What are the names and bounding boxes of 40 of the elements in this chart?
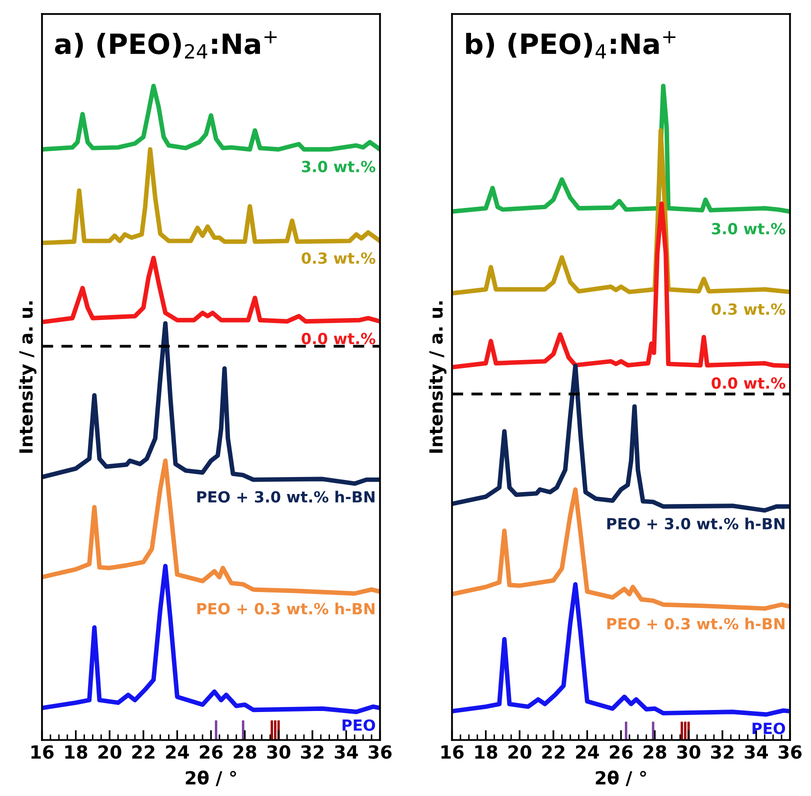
x-tick-label: 24 bbox=[576, 745, 599, 759]
x-tick-label: 34 bbox=[744, 745, 768, 759]
y-axis-title: Intensity / a. u. bbox=[18, 301, 36, 453]
chart-title: a) (PEO)$_{24}$:Na$^{+}$ bbox=[55, 31, 277, 58]
x-tick-label: 24 bbox=[166, 745, 189, 759]
series-label: PEO + 0.3 wt.% h-BN bbox=[197, 602, 374, 614]
x-tick-label: 22 bbox=[542, 745, 564, 759]
y-axis-title: Intensity / a. u. bbox=[428, 301, 446, 453]
x-tick-label: 36 bbox=[368, 745, 392, 759]
x-tick-label: 18 bbox=[65, 745, 88, 759]
x-axis-title: 2θ / ° bbox=[186, 770, 236, 786]
series-label: 0.3 wt.% bbox=[302, 252, 376, 264]
x-tick-label: 30 bbox=[677, 745, 700, 759]
chart-title: b) (PEO)$_{4}$:Na$^{+}$ bbox=[466, 31, 676, 58]
x-tick-label: 16 bbox=[441, 745, 464, 759]
x-tick-label: 28 bbox=[234, 745, 256, 759]
x-tick-label: 22 bbox=[132, 745, 154, 759]
series-label: PEO bbox=[752, 722, 786, 734]
x-tick-label: 20 bbox=[508, 745, 532, 759]
x-axis-title: 2θ / ° bbox=[596, 770, 646, 786]
series-label: 3.0 wt.% bbox=[712, 222, 786, 234]
series-label: PEO + 3.0 wt.% h-BN bbox=[197, 490, 374, 503]
series-label: 0.0 wt.% bbox=[302, 332, 376, 344]
x-tick-label: 26 bbox=[200, 745, 223, 759]
x-tick-label: 32 bbox=[711, 745, 734, 759]
series-label: 0.0 wt.% bbox=[712, 377, 786, 389]
series-label: 0.3 wt.% bbox=[712, 303, 786, 315]
x-tick-label: 18 bbox=[475, 745, 498, 759]
series-label: PEO + 0.3 wt.% h-BN bbox=[607, 618, 784, 630]
x-tick-label: 16 bbox=[31, 745, 54, 759]
x-tick-label: 30 bbox=[267, 745, 290, 759]
series-label: PEO bbox=[342, 719, 376, 731]
x-tick-label: 26 bbox=[610, 745, 633, 759]
x-tick-label: 20 bbox=[98, 745, 122, 759]
series-label: 3.0 wt.% bbox=[302, 160, 376, 172]
x-tick-label: 34 bbox=[334, 745, 358, 759]
x-tick-label: 32 bbox=[301, 745, 324, 759]
x-tick-label: 28 bbox=[644, 745, 666, 759]
series-label: PEO + 3.0 wt.% h-BN bbox=[607, 518, 784, 530]
x-tick-label: 36 bbox=[778, 745, 802, 759]
